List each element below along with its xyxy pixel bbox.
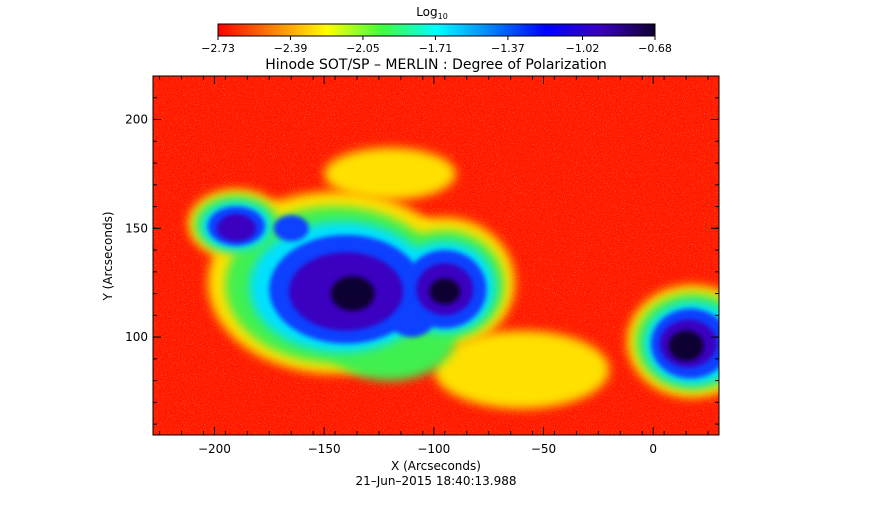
y-axis: 100 150 200 <box>125 75 719 425</box>
heatmap-image <box>153 76 719 435</box>
umbra <box>223 215 250 233</box>
colorbar-ticks: −2.73 −2.39 −2.05 −1.71 −1.37 −1.02 −0.68 <box>201 36 672 55</box>
colorbar-label: Log10 <box>416 5 448 21</box>
x-axis-label: X (Arcseconds) <box>391 459 481 473</box>
colorbar-tick-label: −1.71 <box>419 42 453 55</box>
umbra <box>330 276 375 311</box>
colorbar-tick-label: −1.02 <box>566 42 600 55</box>
colorbar-tick-label: −1.37 <box>491 42 525 55</box>
halo-yellow <box>324 147 456 201</box>
colorbar-tick-label: −2.73 <box>201 42 235 55</box>
colorbar <box>217 23 656 37</box>
y-tick-label: 150 <box>125 221 148 235</box>
y-tick-label: 200 <box>125 113 148 127</box>
y-tick-label: 100 <box>125 330 148 344</box>
umbra <box>429 278 461 305</box>
penumbra-blue <box>273 215 309 242</box>
footer-timestamp: 21–Jun–2015 18:40:13.988 <box>356 474 517 488</box>
plot-frame <box>152 75 720 436</box>
x-tick-label: −200 <box>198 442 231 456</box>
x-tick-label: 0 <box>649 442 657 456</box>
x-tick-label: −150 <box>308 442 341 456</box>
x-axis: −200 −150 −100 −50 0 <box>159 76 709 456</box>
chart-title: Hinode SOT/SP – MERLIN : Degree of Polar… <box>265 57 607 73</box>
halo-yellow <box>433 330 610 409</box>
colorbar-tick-label: −2.39 <box>274 42 308 55</box>
umbra <box>668 330 704 362</box>
colorbar-tick-label: −2.05 <box>346 42 380 55</box>
colorbar-tick-label: −0.68 <box>638 42 672 55</box>
y-axis-label: Y (Arcseconds) <box>101 211 115 301</box>
penumbra-blue <box>389 302 434 338</box>
x-tick-label: −50 <box>531 442 556 456</box>
x-tick-label: −100 <box>417 442 450 456</box>
